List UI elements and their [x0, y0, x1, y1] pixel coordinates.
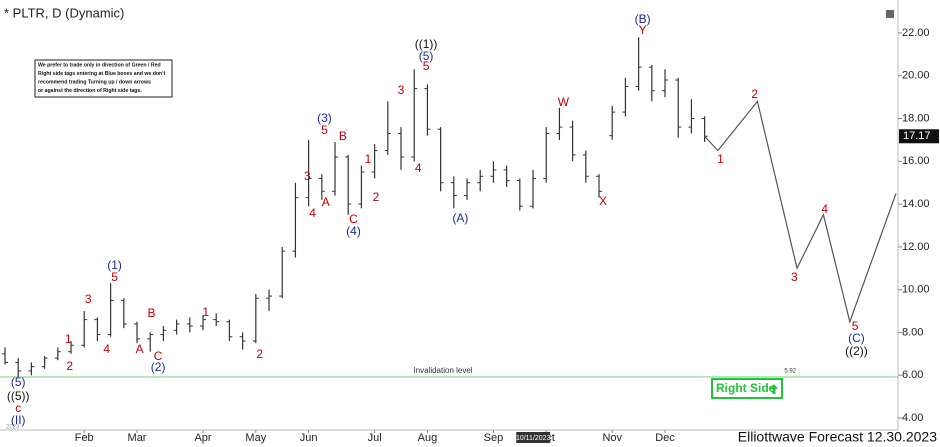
y-tick-label: 16.00 [902, 155, 930, 167]
last-price-box [899, 129, 939, 144]
chart-title: * PLTR, D (Dynamic) [4, 5, 124, 20]
wave-label: (A) [452, 211, 468, 225]
wave-label: (1) [107, 258, 122, 272]
invalidation-value: 5.92 [784, 369, 796, 375]
wave-label: 5 [111, 270, 118, 284]
note-line: Right side tags entering at Blue boxes a… [38, 71, 165, 77]
note-line: recommend trading Turning up / down arro… [38, 79, 151, 85]
wave-label: 2 [751, 87, 758, 101]
wave-label: (2) [151, 360, 166, 374]
wave-label: 4 [415, 161, 422, 175]
x-tick-label: Mar [128, 432, 147, 444]
wave-label: 1 [202, 305, 209, 319]
wave-label: 2 [373, 190, 380, 204]
wave-label: (5) [11, 375, 26, 389]
projection-line [717, 100, 897, 324]
wave-label: Y [639, 23, 647, 37]
wave-label: 1 [65, 332, 72, 346]
y-tick-label: 6.00 [902, 369, 923, 381]
x-tick-label: Nov [602, 432, 622, 444]
x-tick-label: Apr [194, 432, 211, 444]
note-line: or against the direction of Right side t… [38, 88, 142, 94]
wave-label: ((2)) [845, 344, 868, 358]
wave-label: 4 [309, 206, 316, 220]
projection-link [704, 135, 719, 152]
right-side-box [711, 378, 783, 399]
wave-label: (3) [317, 111, 332, 125]
wave-label: 4 [103, 342, 110, 356]
year-label: 2023 [6, 425, 20, 431]
wave-label: 5 [423, 59, 430, 73]
wave-label: 1 [365, 152, 372, 166]
wave-label: 5 [321, 123, 328, 137]
wave-label: ((5)) [7, 389, 30, 403]
wave-label: 2 [256, 347, 263, 361]
wave-label: c [15, 401, 21, 415]
wave-label: B [148, 306, 156, 320]
y-tick-label: 20.00 [902, 70, 930, 82]
note-box [34, 59, 173, 98]
wave-label: C [349, 212, 358, 226]
wave-label: A [136, 342, 144, 356]
wave-label: 3 [304, 169, 311, 183]
wave-label: W [558, 95, 570, 109]
footer: Elliottwave Forecast 12.30.2023 [738, 429, 937, 445]
last-price: 17.17 [903, 130, 931, 142]
x-tick-label: Sep [484, 432, 504, 444]
invalidation-label: Invalidation level [413, 366, 472, 375]
wave-label: X [599, 194, 607, 208]
wave-label: 3 [85, 292, 92, 306]
x-tick-label: Aug [418, 432, 438, 444]
y-tick-label: 8.00 [902, 326, 923, 338]
y-tick-label: 12.00 [902, 241, 930, 253]
note-line: We prefer to trade only in direction of … [38, 62, 161, 68]
wave-label: 3 [791, 270, 798, 284]
wave-label: A [322, 195, 330, 209]
wave-label: B [339, 129, 347, 143]
cursor-date-box [516, 432, 551, 443]
wave-label: 5 [852, 319, 859, 333]
y-tick-label: 14.00 [902, 198, 930, 210]
wave-label: 3 [398, 83, 405, 97]
y-tick-label: 4.00 [902, 412, 923, 424]
wave-label: 1 [717, 152, 724, 166]
wave-label: (4) [346, 224, 361, 238]
wave-label: (II) [11, 413, 26, 427]
y-tick-label: 22.00 [902, 27, 930, 39]
x-tick-label: Feb [75, 432, 94, 444]
up-arrow-icon [770, 384, 778, 394]
y-tick-label: 18.00 [902, 112, 930, 124]
x-tick-label: Jul [368, 432, 382, 444]
right-side-tag: Right Side [716, 381, 776, 395]
settings-icon[interactable] [886, 10, 894, 18]
wave-label: (B) [635, 12, 651, 26]
wave-label: 2 [66, 359, 73, 373]
wave-label: (5) [419, 49, 434, 63]
y-tick-label: 10.00 [902, 284, 930, 296]
cursor-date: 10/11/2023 [516, 435, 551, 442]
wave-label: C [154, 349, 163, 363]
note: We prefer to trade only in direction of … [38, 62, 165, 94]
x-tick-label: Dec [655, 432, 675, 444]
wave-label: ((1)) [415, 37, 438, 51]
x-tick-label: Jun [300, 432, 318, 444]
wave-label: (C) [848, 331, 865, 345]
x-tick-label: May [245, 432, 266, 444]
wave-label: 4 [821, 202, 828, 216]
